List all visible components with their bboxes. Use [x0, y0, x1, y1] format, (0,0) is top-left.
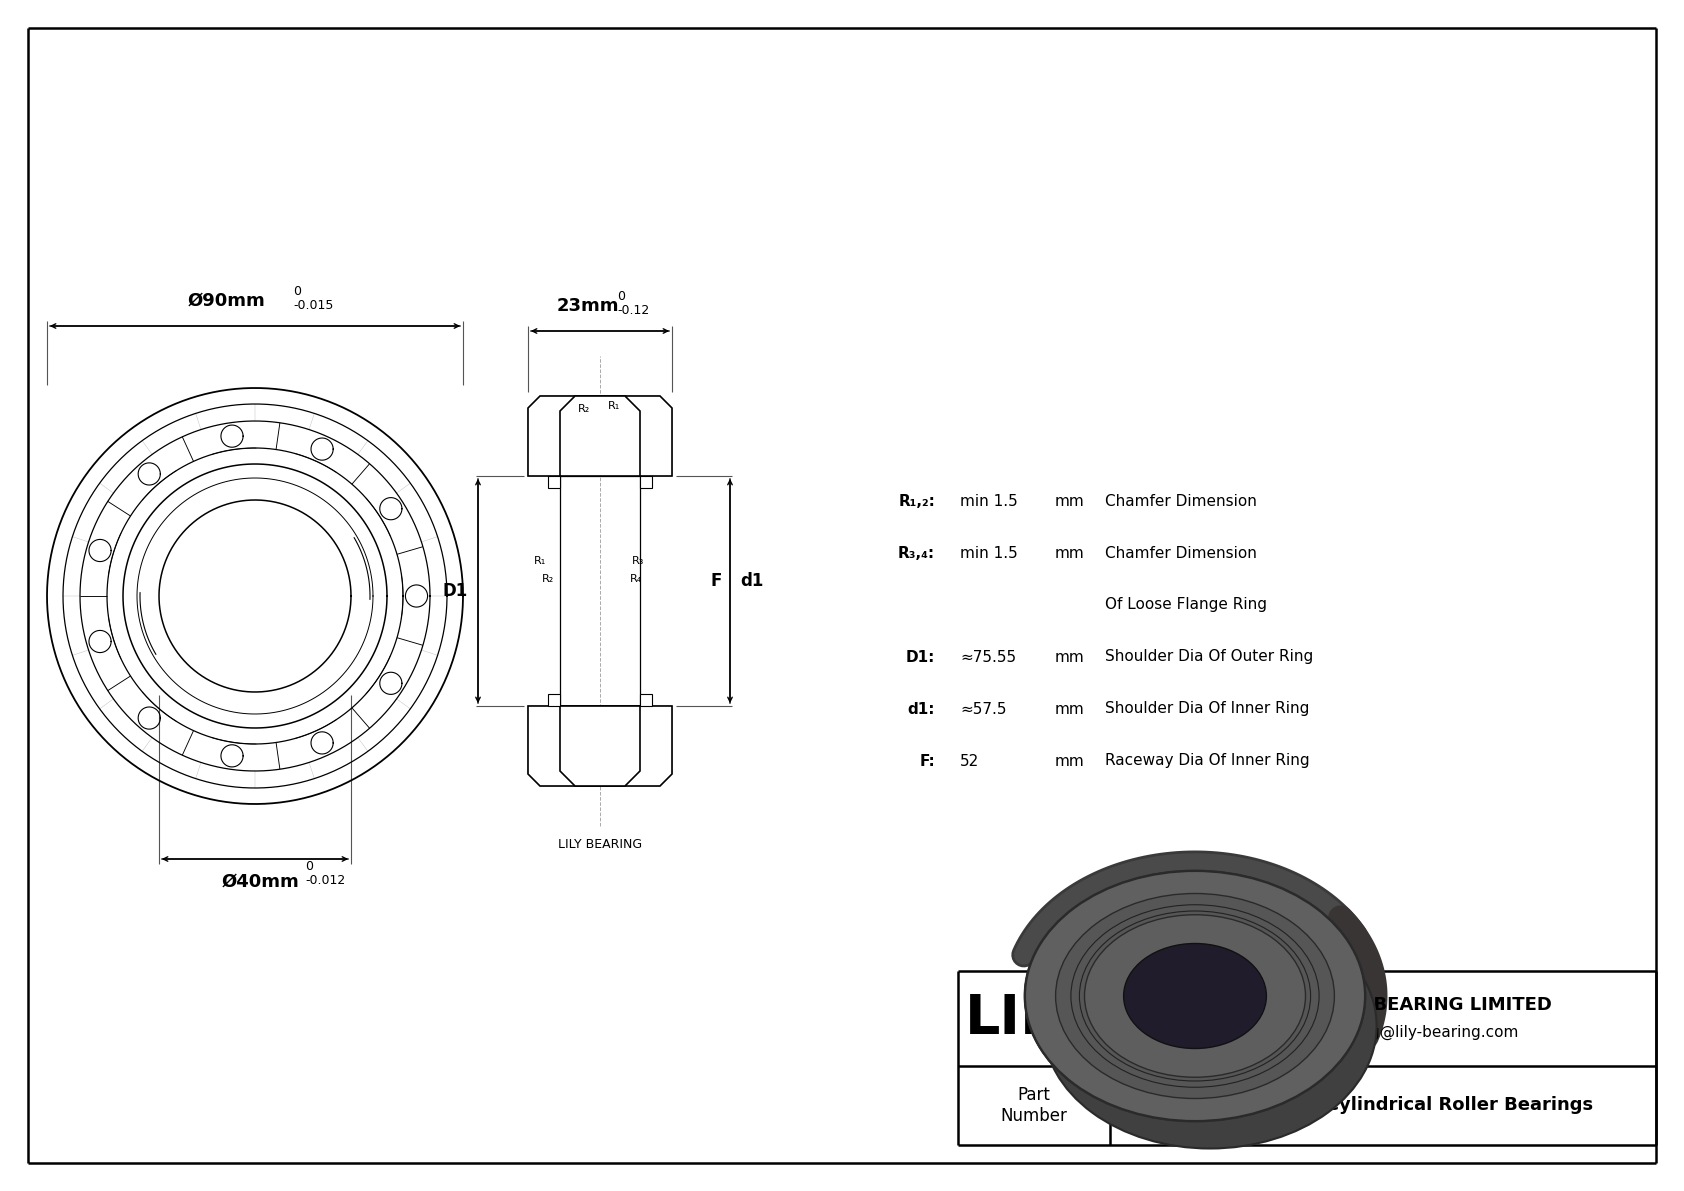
Text: Email: lilybearing@lily-bearing.com: Email: lilybearing@lily-bearing.com	[1248, 1025, 1519, 1040]
Text: R₄: R₄	[630, 574, 642, 584]
Text: min 1.5: min 1.5	[960, 493, 1017, 509]
Polygon shape	[561, 706, 640, 786]
Text: 0: 0	[305, 860, 313, 873]
Text: ≈57.5: ≈57.5	[960, 701, 1007, 717]
Text: R₂: R₂	[578, 404, 589, 414]
Polygon shape	[529, 706, 672, 786]
Text: NUP 308 ECML Cylindrical Roller Bearings: NUP 308 ECML Cylindrical Roller Bearings	[1172, 1097, 1593, 1115]
Polygon shape	[640, 694, 652, 706]
Text: Chamfer Dimension: Chamfer Dimension	[1105, 545, 1256, 561]
Ellipse shape	[1084, 915, 1305, 1077]
Text: -0.015: -0.015	[293, 299, 333, 312]
Text: -0.012: -0.012	[305, 874, 345, 887]
Text: 23mm: 23mm	[557, 297, 620, 314]
Polygon shape	[547, 694, 561, 706]
Ellipse shape	[1056, 893, 1334, 1098]
Text: Chamfer Dimension: Chamfer Dimension	[1105, 493, 1256, 509]
Ellipse shape	[1026, 871, 1366, 1121]
Text: LILY BEARING: LILY BEARING	[557, 838, 642, 852]
Text: LILY: LILY	[965, 991, 1088, 1046]
Polygon shape	[529, 395, 672, 476]
Text: d1: d1	[739, 572, 763, 590]
Text: Of Loose Flange Ring: Of Loose Flange Ring	[1105, 598, 1266, 612]
Text: 0: 0	[616, 289, 625, 303]
Polygon shape	[547, 476, 561, 488]
Text: R₁: R₁	[534, 556, 546, 566]
Text: D1:: D1:	[906, 649, 935, 665]
Text: D1: D1	[443, 582, 468, 600]
Ellipse shape	[1044, 904, 1376, 1148]
Text: R₃,₄:: R₃,₄:	[898, 545, 935, 561]
Text: 0: 0	[293, 285, 301, 298]
Text: mm: mm	[1054, 545, 1084, 561]
Polygon shape	[561, 395, 640, 476]
Text: 52: 52	[960, 754, 980, 768]
Text: -0.12: -0.12	[616, 304, 650, 317]
Text: mm: mm	[1054, 701, 1084, 717]
Text: mm: mm	[1054, 754, 1084, 768]
Text: R₁: R₁	[608, 401, 620, 411]
Ellipse shape	[1056, 893, 1334, 1098]
Text: R₁,₂:: R₁,₂:	[898, 493, 935, 509]
Ellipse shape	[1026, 871, 1366, 1121]
Text: Shoulder Dia Of Outer Ring: Shoulder Dia Of Outer Ring	[1105, 649, 1314, 665]
Text: SHANGHAI LILY BEARING LIMITED: SHANGHAI LILY BEARING LIMITED	[1214, 996, 1553, 1014]
Ellipse shape	[1123, 943, 1266, 1048]
Text: ®: ®	[1086, 987, 1105, 1005]
Ellipse shape	[1084, 915, 1305, 1077]
Text: Raceway Dia Of Inner Ring: Raceway Dia Of Inner Ring	[1105, 754, 1310, 768]
Text: R₃: R₃	[632, 556, 645, 566]
Text: mm: mm	[1054, 493, 1084, 509]
Text: F:: F:	[919, 754, 935, 768]
Text: Shoulder Dia Of Inner Ring: Shoulder Dia Of Inner Ring	[1105, 701, 1310, 717]
Text: min 1.5: min 1.5	[960, 545, 1017, 561]
Text: R₂: R₂	[542, 574, 554, 584]
Text: d1:: d1:	[908, 701, 935, 717]
Ellipse shape	[1123, 943, 1266, 1048]
Polygon shape	[640, 476, 652, 488]
Ellipse shape	[1026, 871, 1366, 1121]
Text: F: F	[711, 572, 722, 590]
Text: Ø40mm: Ø40mm	[221, 873, 298, 891]
Text: Part
Number: Part Number	[1000, 1086, 1068, 1125]
Text: mm: mm	[1054, 649, 1084, 665]
Text: Ø90mm: Ø90mm	[189, 292, 266, 310]
Text: ≈75.55: ≈75.55	[960, 649, 1015, 665]
